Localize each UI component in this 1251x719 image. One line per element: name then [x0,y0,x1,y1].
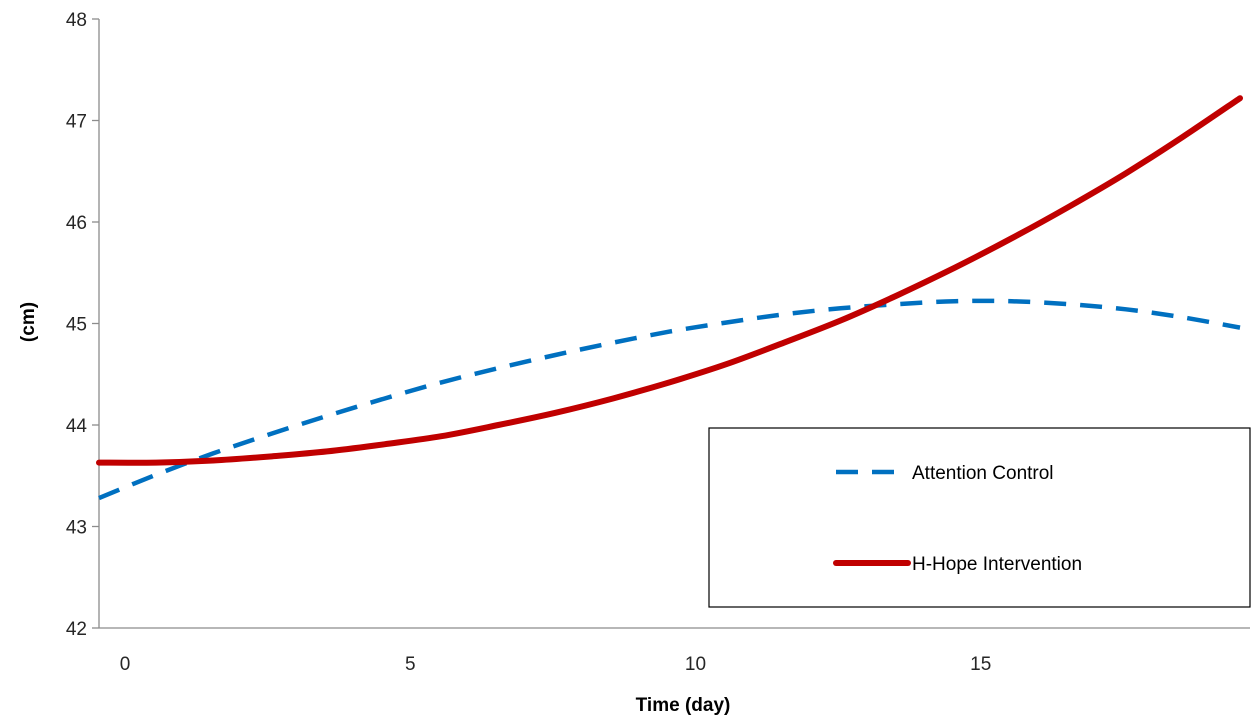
tick-labels: 4243444546474805101520 [66,10,991,675]
axes [92,18,1250,629]
y-tick-label: 42 [66,619,87,640]
y-axis-title: (cm) [18,302,39,342]
x-tick-label: 5 [405,654,416,675]
legend-label-attention-control: Attention Control [912,463,1054,484]
y-tick-label: 46 [66,213,87,234]
series-line-h-hope-intervention [96,95,1243,466]
legend: Attention Control H-Hope Intervention [708,427,1251,608]
x-tick-label: 15 [970,654,991,675]
x-tick-label: 10 [685,654,706,675]
y-tick-label: 48 [66,10,87,31]
legend-label-h-hope-intervention: H-Hope Intervention [912,554,1082,575]
legend-box [708,427,1251,608]
x-tick-label: 0 [120,654,131,675]
x-axis-title: Time (day) [636,695,731,716]
y-tick-label: 44 [66,416,88,437]
y-tick-label: 47 [66,112,87,133]
series-layer [96,95,1243,501]
series-line-attention-control [98,298,1241,501]
y-tick-label: 43 [66,518,87,539]
y-tick-label: 45 [66,315,87,336]
